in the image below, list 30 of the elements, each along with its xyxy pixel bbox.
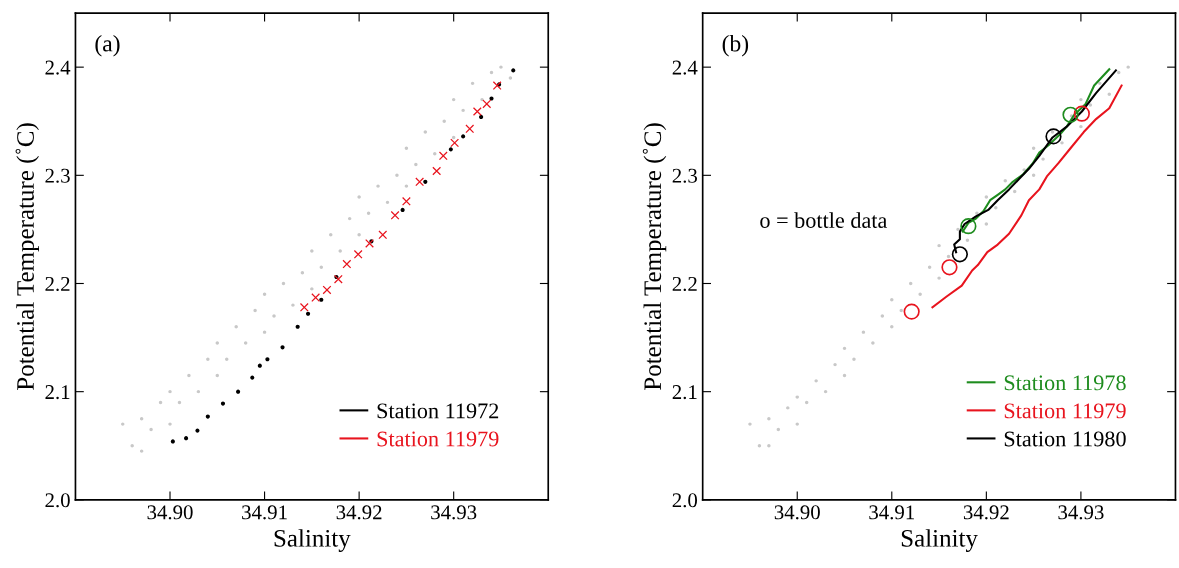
- legend-label: Station 11978: [1004, 375, 1126, 391]
- x-tick-label: 34.91: [242, 505, 287, 520]
- y-tick-label: 2.2: [672, 276, 697, 292]
- y-tick-label: 2.1: [672, 385, 697, 400]
- y-tick-label: 2.0: [45, 493, 70, 508]
- legend-label: Station 11980: [1004, 431, 1126, 447]
- y-tick-label: 2.0: [672, 493, 698, 508]
- y-tick-label: 2.1: [45, 385, 70, 400]
- y-tick-label: 2.4: [45, 60, 71, 75]
- y-tick-label: 2.4: [672, 60, 698, 75]
- x-axis-title: Salinity: [274, 529, 351, 552]
- x-tick-label: 34.90: [774, 505, 820, 520]
- legend-label: Station 11979: [1004, 403, 1126, 419]
- y-axis-title: Potential Temperature (˚C): [15, 123, 39, 390]
- y-tick-label: 2.3: [672, 168, 698, 183]
- y-tick-label: 2.3: [45, 168, 70, 183]
- x-tick-label: 34.91: [869, 505, 914, 520]
- legend-label: Station 11972: [377, 403, 499, 419]
- annotation: (a): [95, 34, 120, 57]
- legend-label: Station 11979: [377, 431, 499, 447]
- x-tick-label: 34.93: [1058, 505, 1104, 520]
- annotation: o = bottle data: [760, 212, 888, 228]
- x-tick-label: 34.92: [336, 505, 382, 520]
- x-axis-title: Salinity: [901, 529, 978, 552]
- x-tick-label: 34.92: [963, 505, 1009, 520]
- x-tick-label: 34.93: [431, 505, 477, 520]
- annotation: (b): [722, 34, 749, 57]
- y-axis-title: Potential Temperature (˚C): [642, 123, 667, 390]
- y-tick-label: 2.2: [45, 276, 70, 292]
- x-tick-label: 34.90: [147, 505, 193, 520]
